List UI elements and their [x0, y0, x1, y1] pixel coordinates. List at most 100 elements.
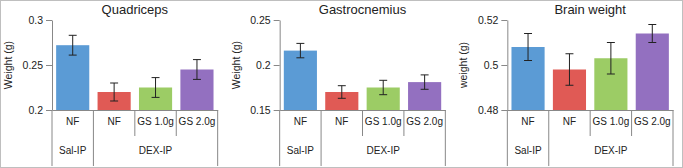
category-separators: Sal-IP DEX-IP: [52, 110, 218, 166]
x-tick-label: GS 1.0g: [593, 116, 630, 127]
outer-frame: [1, 1, 683, 168]
x-tick: GS 2.0g: [179, 110, 216, 127]
x-tick: GS 2.0g: [634, 110, 671, 127]
x-axis: NF NF GS 1.0g GS 2.0g: [53, 110, 219, 127]
y-tick: 0.15: [250, 104, 279, 116]
separator: [445, 110, 446, 166]
separator: [279, 110, 280, 166]
x-tick-label: NF: [107, 116, 120, 127]
x-tick-label: NF: [294, 116, 307, 127]
group-label: Sal-IP: [287, 145, 315, 156]
panel: Brain weightweight (g)0.480.50.52NFNFGS …: [457, 2, 673, 166]
separator: [362, 110, 363, 136]
chart-title: Brain weight: [554, 2, 626, 17]
y-tick-label: 0.2: [256, 59, 271, 71]
y-tick: 0.48: [478, 104, 507, 116]
x-tick: GS 2.0g: [406, 110, 443, 127]
category-separators: Sal-IP DEX-IP: [280, 110, 446, 166]
group-label: DEX-IP: [367, 145, 401, 156]
separator: [321, 110, 322, 166]
y-tick: 0.25: [250, 14, 279, 26]
separator: [93, 110, 94, 166]
y-tick: 0.5: [484, 59, 508, 71]
x-tick-label: NF: [563, 116, 576, 127]
group-label: Sal-IP: [59, 145, 87, 156]
y-tick-label: 0.5: [484, 59, 499, 71]
separator: [507, 110, 508, 166]
plot-area: [284, 43, 441, 110]
error-bar: [524, 34, 532, 61]
y-tick: 0.3: [28, 14, 52, 26]
error-bar: [193, 60, 201, 80]
y-tick-label: 0.25: [250, 14, 271, 26]
plot-area: [511, 25, 668, 111]
y-tick-label: 0.48: [478, 104, 499, 116]
separator: [134, 110, 135, 136]
separator: [631, 110, 632, 136]
x-axis-line: [280, 110, 446, 111]
y-tick-label: 0.15: [250, 104, 271, 116]
y-tick-mark: [274, 20, 280, 21]
y-tick: 0.2: [256, 59, 280, 71]
y-tick-label: 0.3: [28, 14, 43, 26]
separator: [590, 110, 591, 136]
chart-title: Quadriceps: [102, 2, 169, 17]
axis-title: Weight (g): [230, 41, 242, 89]
y-tick-mark: [274, 65, 280, 66]
separator: [176, 110, 177, 136]
error-bar: [338, 86, 346, 99]
y-tick: 0.2: [28, 104, 52, 116]
panel: Quadriceps Weight (g) 0.2 0.25 0.3 NF NF GS 1.0…: [2, 2, 218, 166]
x-tick: NF: [521, 110, 534, 127]
error-bar: [607, 43, 615, 75]
x-axis: NF NF GS 1.0g GS 2.0g: [508, 110, 674, 127]
x-tick: GS 1.0g: [137, 110, 174, 127]
panel: Gastrocnemius Weight (g) 0.15 0.2 0.25 NF NF GS…: [230, 2, 446, 166]
x-tick: NF: [563, 110, 576, 127]
x-tick-label: GS 1.0g: [365, 116, 402, 127]
x-tick-label: GS 2.0g: [406, 116, 443, 127]
y-axis-line: [280, 21, 281, 111]
group-label: DEX-IP: [594, 145, 628, 156]
error-bar: [421, 75, 429, 89]
x-axis-line: [53, 110, 219, 111]
x-tick: GS 1.0g: [365, 110, 402, 127]
x-axis: NF NF GS 1.0g GS 2.0g: [280, 110, 446, 127]
x-tick-label: NF: [335, 116, 348, 127]
plot-area: [56, 35, 213, 110]
error-bar: [110, 83, 118, 101]
y-tick-label: 0.25: [23, 59, 44, 71]
separator: [673, 110, 674, 166]
separator: [403, 110, 404, 136]
y-tick-mark: [46, 20, 52, 21]
group-label: Sal-IP: [514, 145, 542, 156]
separator: [217, 110, 218, 166]
y-axis: 0.15 0.2 0.25: [250, 14, 280, 116]
error-bar: [565, 54, 573, 86]
category-separators: Sal-IP DEX-IP: [507, 110, 673, 166]
y-tick-mark: [46, 110, 52, 111]
y-axis: 0.2 0.25 0.3: [23, 14, 53, 116]
y-tick-label: 0.2: [28, 104, 43, 116]
y-tick: 0.25: [23, 59, 52, 71]
y-tick-mark: [501, 65, 507, 66]
chart-title: Gastrocnemius: [319, 2, 407, 17]
x-tick: NF: [107, 110, 120, 127]
y-axis-line: [507, 21, 508, 111]
x-tick: NF: [66, 110, 79, 127]
group-label: DEX-IP: [139, 145, 173, 156]
separator: [548, 110, 549, 166]
y-tick: 0.52: [478, 14, 507, 26]
y-tick-label: 0.52: [478, 14, 499, 26]
x-tick-label: GS 2.0g: [634, 116, 671, 127]
x-tick-label: NF: [521, 116, 534, 127]
x-tick: NF: [335, 110, 348, 127]
y-tick-mark: [274, 110, 280, 111]
error-bar: [69, 35, 77, 55]
separator: [52, 110, 53, 166]
x-tick: NF: [294, 110, 307, 127]
x-tick-label: GS 2.0g: [179, 116, 216, 127]
y-axis-line: [52, 21, 53, 111]
x-axis-line: [508, 110, 674, 111]
axis-title: Weight (g): [2, 41, 14, 89]
